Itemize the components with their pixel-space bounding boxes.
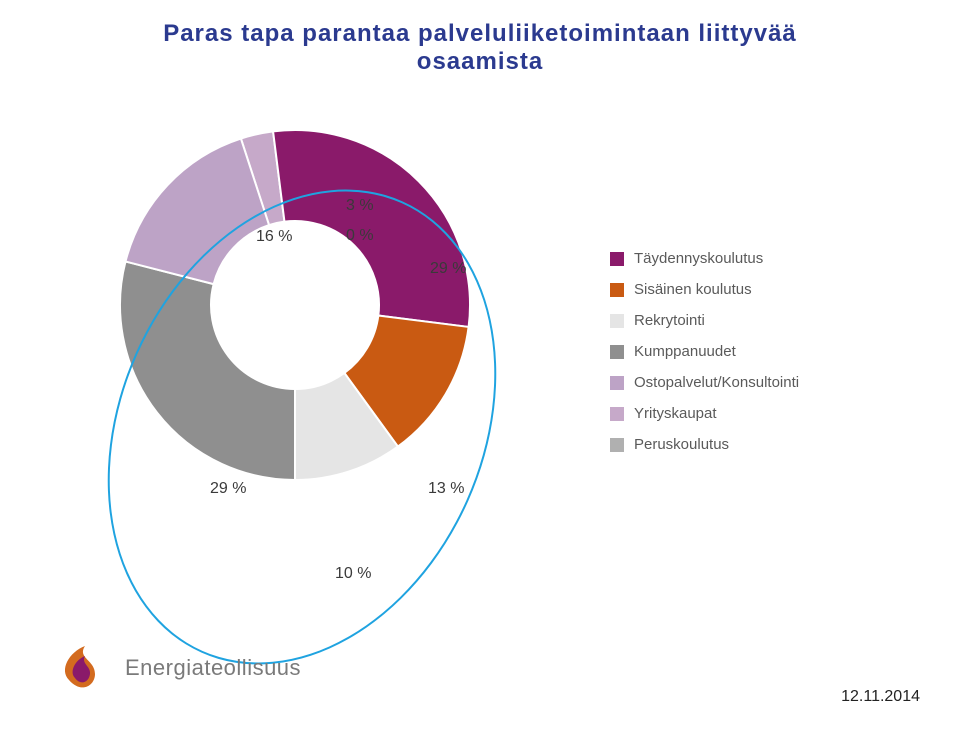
legend-swatch	[610, 407, 624, 421]
legend-swatch	[610, 345, 624, 359]
brand-name: Energiateollisuus	[125, 655, 301, 681]
legend-item: Täydennyskoulutus	[610, 250, 950, 267]
slice-label-ostopalvelut: 3 %	[346, 197, 374, 215]
legend-swatch	[610, 314, 624, 328]
legend-swatch	[610, 376, 624, 390]
legend-label: Kumppanuudet	[634, 343, 736, 360]
legend-label: Ostopalvelut/Konsultointi	[634, 374, 799, 391]
legend-label: Sisäinen koulutus	[634, 281, 752, 298]
legend-label: Yrityskaupat	[634, 405, 717, 422]
legend-swatch	[610, 283, 624, 297]
title-line2: osaamista	[0, 48, 960, 76]
legend-item: Yrityskaupat	[610, 405, 950, 422]
slice-label-rekrytointi: 29 %	[210, 480, 246, 498]
legend-label: Rekrytointi	[634, 312, 705, 329]
donut-chart	[80, 90, 510, 520]
slice-label-kumppanuudet: 16 %	[256, 228, 292, 246]
page-title: Paras tapa parantaa palveluliiketoiminta…	[0, 20, 960, 76]
legend-swatch	[610, 252, 624, 266]
legend-item: Peruskoulutus	[610, 436, 950, 453]
legend-label: Peruskoulutus	[634, 436, 729, 453]
legend-item: Ostopalvelut/Konsultointi	[610, 374, 950, 391]
brand-logo: Energiateollisuus	[55, 640, 301, 696]
slice-label-yrityskaupat: 0 %	[346, 227, 374, 245]
legend-swatch	[610, 438, 624, 452]
footer-date: 12.11.2014	[841, 688, 920, 706]
slice-label-peruskoulutus: 10 %	[335, 565, 371, 583]
flame-icon	[55, 640, 111, 696]
legend-label: Täydennyskoulutus	[634, 250, 763, 267]
slice-label-taydennyskoulutus: 29 %	[430, 260, 466, 278]
legend-item: Rekrytointi	[610, 312, 950, 329]
title-line1: Paras tapa parantaa palveluliiketoiminta…	[0, 20, 960, 48]
legend-item: Kumppanuudet	[610, 343, 950, 360]
legend-item: Sisäinen koulutus	[610, 281, 950, 298]
chart-legend: Täydennyskoulutus Sisäinen koulutus Rekryt…	[610, 250, 950, 467]
slice-label-sisainen: 13 %	[428, 480, 464, 498]
